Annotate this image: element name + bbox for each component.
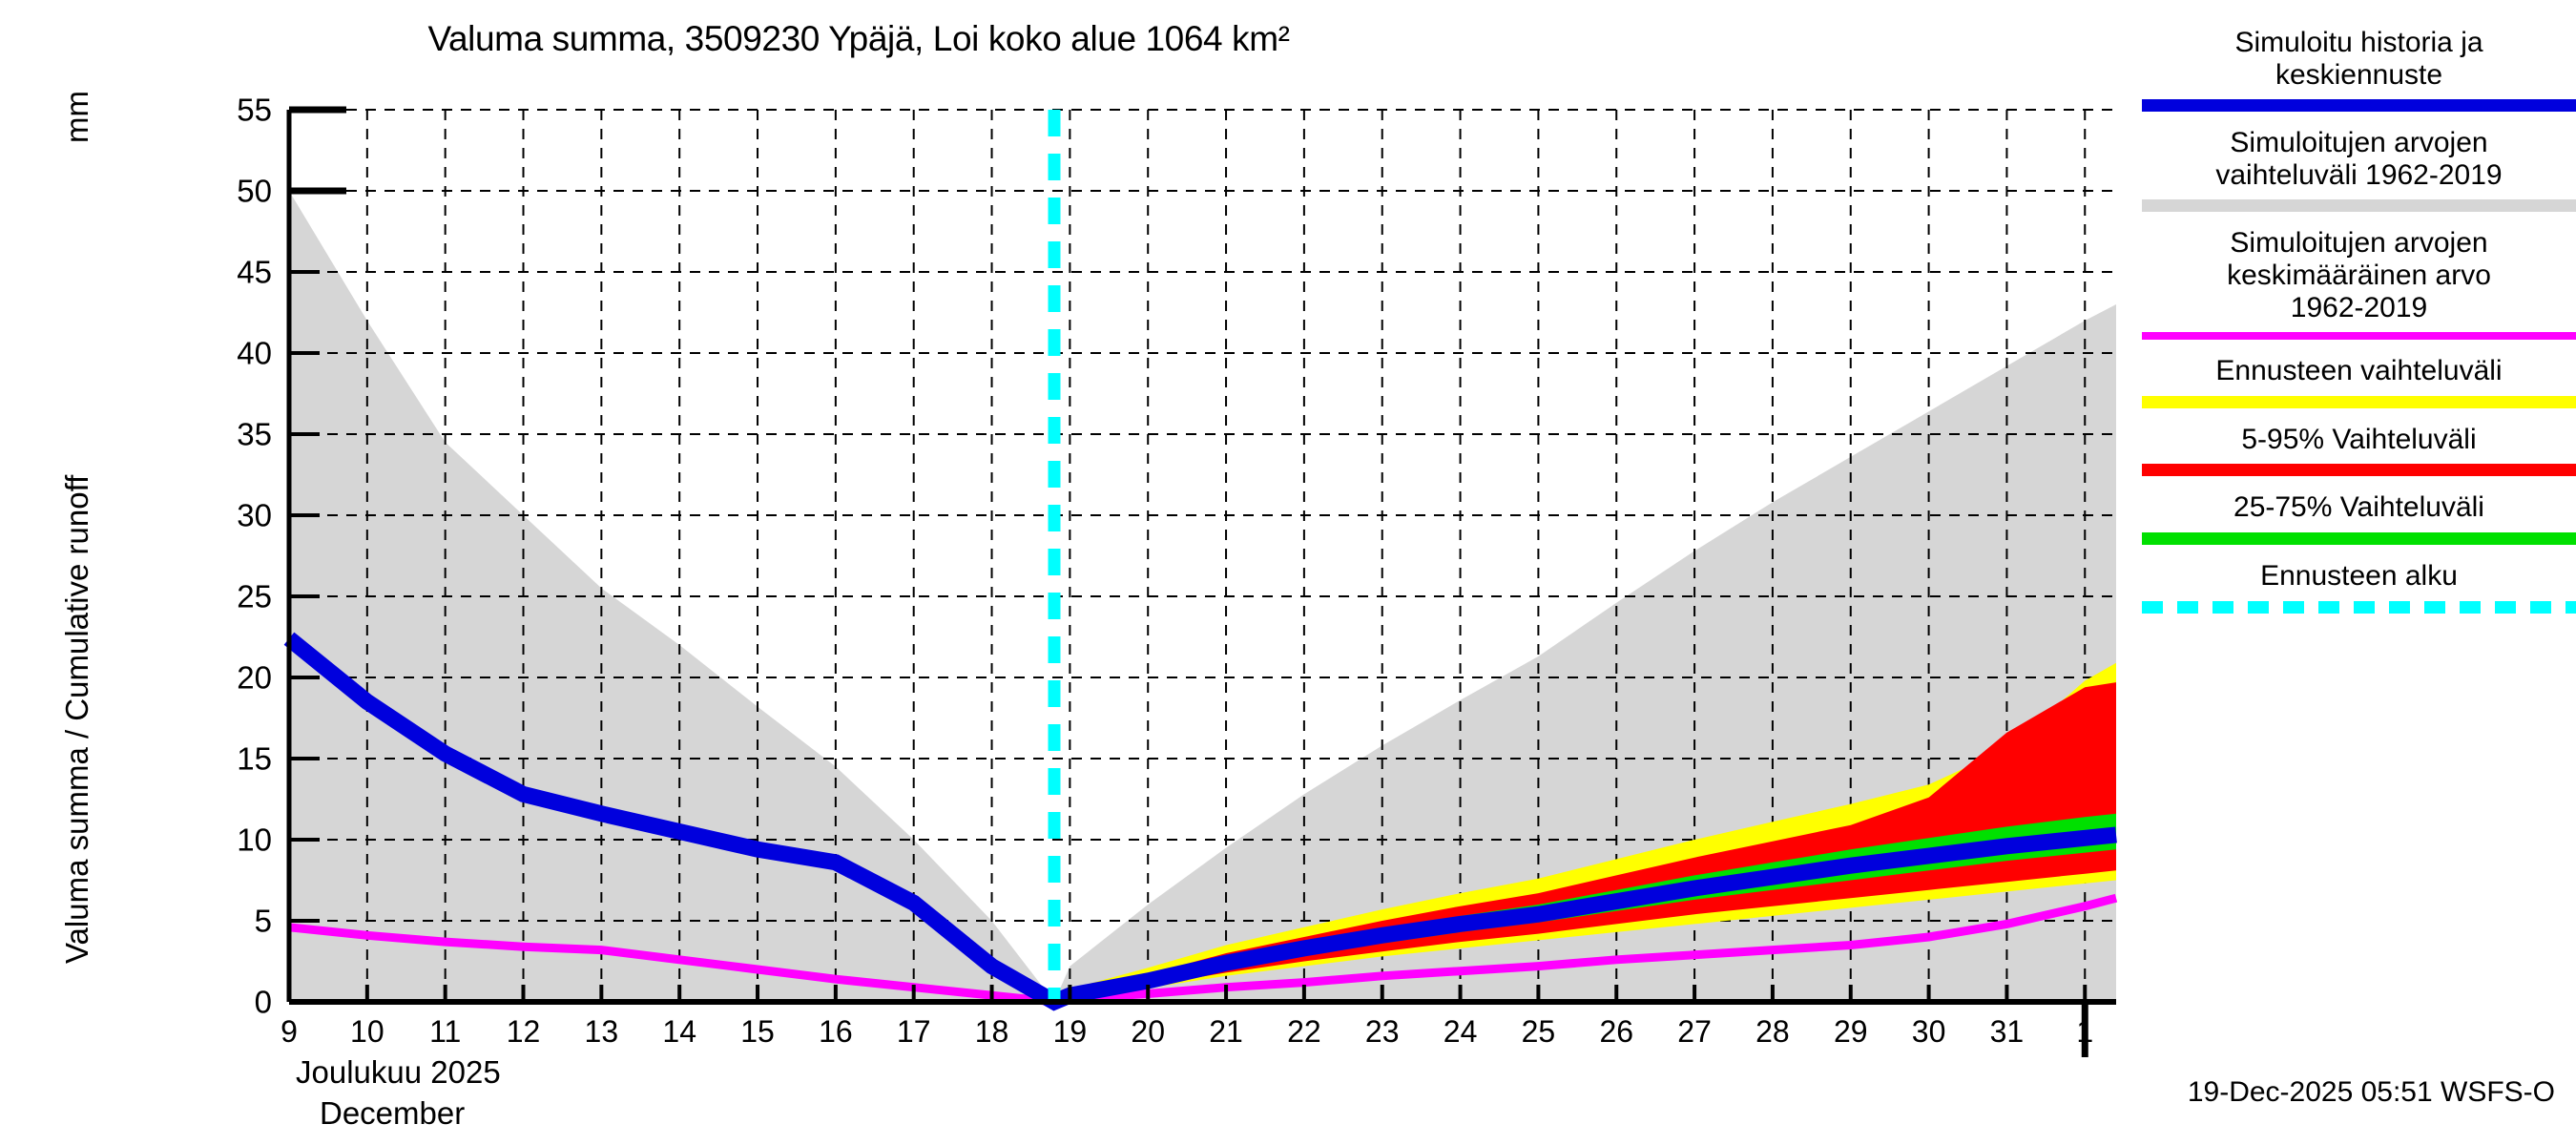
y-tick-label: 5 xyxy=(254,903,272,939)
x-tick-label: 18 xyxy=(974,1014,1009,1049)
legend-item-label: Simuloitujen arvojen keskimääräinen arvo… xyxy=(2227,227,2491,323)
y-tick-label: 35 xyxy=(237,416,272,452)
y-tick-label: 10 xyxy=(237,822,272,858)
legend-item: Ennusteen alku xyxy=(2142,560,2576,614)
x-tick-label: 1 xyxy=(2076,1014,2094,1049)
legend-swatch xyxy=(2142,531,2576,545)
legend-swatch xyxy=(2142,332,2576,341)
x-axis-label-fi: Joulukuu 2025 xyxy=(296,1054,501,1090)
x-tick-label: 11 xyxy=(429,1014,462,1049)
legend-item: 5-95% Vaihteluväli xyxy=(2142,424,2576,477)
x-tick-label: 13 xyxy=(584,1014,619,1049)
legend-item: Simuloitujen arvojen keskimääräinen arvo… xyxy=(2142,227,2576,341)
y-tick-label: 25 xyxy=(237,578,272,614)
x-tick-label: 27 xyxy=(1677,1014,1712,1049)
legend-swatch xyxy=(2142,464,2576,477)
legend-item: Simuloitu historia ja keskiennuste xyxy=(2142,27,2576,113)
legend-item-label: 5-95% Vaihteluväli xyxy=(2241,423,2477,455)
legend-item-label: Simuloitujen arvojen vaihteluväli 1962-2… xyxy=(2215,127,2503,191)
y-tick-label: 55 xyxy=(237,92,272,128)
x-tick-label: 25 xyxy=(1521,1014,1556,1049)
legend-item-label: Ennusteen alku xyxy=(2260,559,2458,592)
legend-swatch xyxy=(2142,199,2576,213)
y-tick-label: 0 xyxy=(254,984,272,1020)
y-tick-label: 50 xyxy=(237,173,272,209)
chart-legend: Simuloitu historia ja keskiennuste Simulo… xyxy=(2142,27,2576,629)
legend-swatch xyxy=(2142,600,2576,614)
legend-item: 25-75% Vaihteluväli xyxy=(2142,491,2576,545)
x-tick-label: 26 xyxy=(1599,1014,1634,1049)
y-tick-label: 45 xyxy=(237,254,272,290)
legend-swatch xyxy=(2142,395,2576,408)
x-tick-label: 14 xyxy=(662,1014,696,1049)
x-tick-label: 9 xyxy=(280,1014,298,1049)
legend-item-label: Simuloitu historia ja keskiennuste xyxy=(2234,27,2483,91)
y-tick-label: 30 xyxy=(237,497,272,533)
x-tick-label: 23 xyxy=(1364,1014,1400,1049)
mean-forecast-line xyxy=(283,632,2117,1011)
x-tick-label: 19 xyxy=(1052,1014,1088,1049)
x-tick-label: 21 xyxy=(1209,1014,1243,1049)
legend-swatch xyxy=(2142,99,2576,113)
x-tick-label: 16 xyxy=(819,1014,853,1049)
legend-item-label: 25-75% Vaihteluväli xyxy=(2233,491,2484,524)
legend-item-label: Ennusteen vaihteluväli xyxy=(2215,355,2503,387)
x-tick-label: 31 xyxy=(1989,1014,2025,1049)
chart-title: Valuma summa, 3509230 Ypäjä, Loi koko al… xyxy=(427,19,1290,58)
y-tick-label: 40 xyxy=(237,335,272,371)
x-tick-label: 10 xyxy=(350,1014,384,1049)
x-tick-label: 29 xyxy=(1833,1014,1868,1049)
y-tick-label: 20 xyxy=(237,659,272,696)
x-tick-label: 22 xyxy=(1287,1014,1321,1049)
y-tick-label: 15 xyxy=(237,740,272,777)
y-axis-ticks: 0 5 10 15 20 25 30 35 40 45 50 55 xyxy=(157,0,272,1145)
x-tick-label: 24 xyxy=(1443,1014,1478,1049)
x-tick-label: 12 xyxy=(506,1014,541,1049)
legend-item: Simuloitujen arvojen vaihteluväli 1962-2… xyxy=(2142,127,2576,213)
x-tick-label: 20 xyxy=(1131,1014,1165,1049)
sim-mean-line xyxy=(288,893,2118,1007)
x-axis-label-en: December xyxy=(320,1095,466,1131)
footer-timestamp: 19-Dec-2025 05:51 WSFS-O xyxy=(2187,1076,2555,1108)
x-tick-label: 30 xyxy=(1911,1014,1946,1049)
x-tick-label: 28 xyxy=(1755,1014,1790,1049)
sim-range-band xyxy=(289,191,2116,1002)
grid-lines xyxy=(288,109,2116,1002)
x-tick-label: 17 xyxy=(896,1014,931,1049)
x-tick-label: 15 xyxy=(740,1014,775,1049)
legend-item: Ennusteen vaihteluväli xyxy=(2142,355,2576,408)
